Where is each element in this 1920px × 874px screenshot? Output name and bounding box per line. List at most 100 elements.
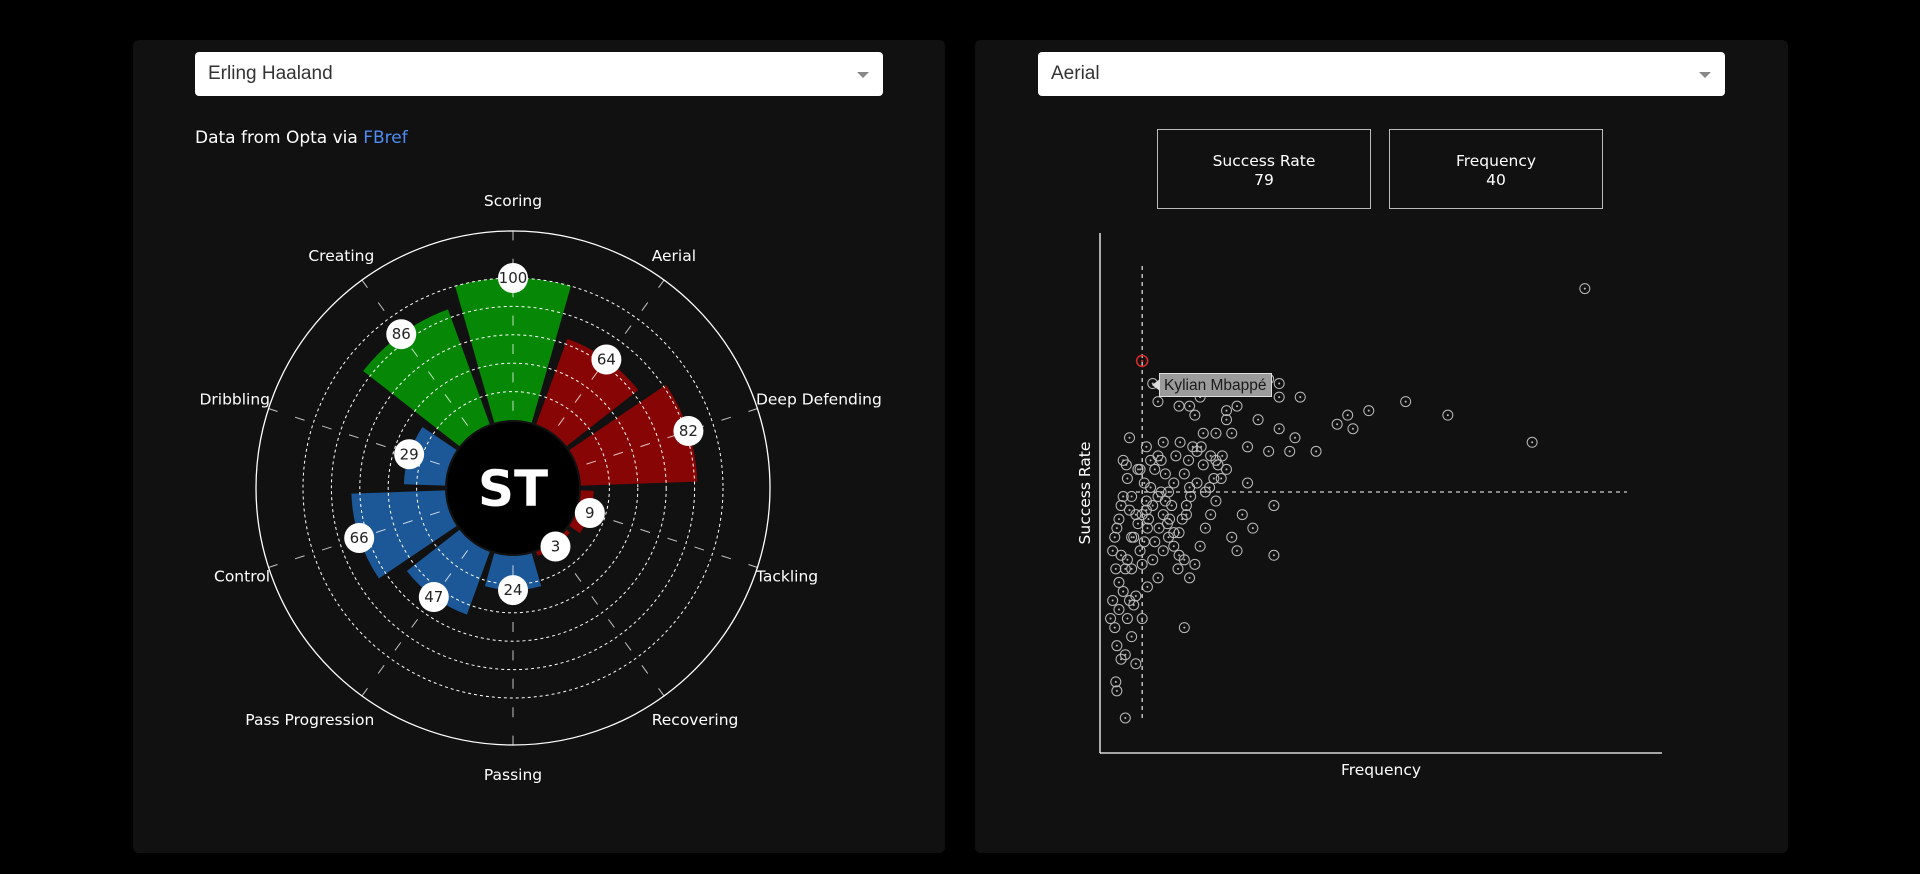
scatter-point xyxy=(1199,522,1211,534)
polar-axis-tick xyxy=(394,642,402,651)
polar-axis-tick xyxy=(721,416,732,421)
scatter-point xyxy=(1136,558,1148,570)
scatter-point-dot xyxy=(1134,662,1137,665)
scatter-point xyxy=(1130,658,1142,670)
scatter-point-dot xyxy=(1153,540,1156,543)
scatter-point xyxy=(1119,563,1131,575)
scatter-point-dot xyxy=(1272,504,1275,507)
scatter-point xyxy=(1273,423,1285,435)
scatter-point xyxy=(1331,418,1343,430)
scatter-point-dot xyxy=(1145,500,1148,503)
scatter-point xyxy=(1442,409,1454,421)
scatter-point xyxy=(1110,676,1122,688)
polar-axis-tick xyxy=(658,279,665,288)
polar-axis-tick xyxy=(294,416,305,421)
scatter-point xyxy=(1289,432,1301,444)
scatter-point-dot xyxy=(1336,423,1339,426)
scatter-point xyxy=(1155,454,1167,466)
polar-grid-ring xyxy=(330,305,696,671)
scatter-point-dot xyxy=(1212,477,1215,480)
scatter-point-dot xyxy=(1160,459,1163,462)
scatter-point xyxy=(1109,531,1121,543)
scatter-point xyxy=(1126,631,1138,643)
scatter-point-dot xyxy=(1113,536,1116,539)
scatter-point-dot xyxy=(1160,491,1163,493)
category-label: Creating xyxy=(308,247,374,265)
scatter-point xyxy=(1268,500,1280,512)
scatter-point xyxy=(1220,405,1232,417)
scatter-point-dot xyxy=(1176,567,1179,570)
scatter-point-dot xyxy=(1236,405,1239,408)
category-label: Tackling xyxy=(755,568,818,586)
scatter-point-dot xyxy=(1115,527,1118,530)
scatter-point xyxy=(1109,622,1121,634)
scatter-point xyxy=(1168,477,1180,489)
scatter-point xyxy=(1263,445,1275,457)
scatter-point xyxy=(1180,509,1192,521)
scatter-point xyxy=(1189,558,1201,570)
polar-axis-tick xyxy=(748,564,759,569)
scatter-point xyxy=(1113,604,1125,616)
scatter-point xyxy=(1342,409,1354,421)
scatter-point-dot xyxy=(1147,518,1150,521)
scatter-point-dot xyxy=(1124,567,1127,570)
category-label: Dribbling xyxy=(199,390,270,408)
scatter-point-dot xyxy=(1128,599,1131,602)
scatter-point xyxy=(1273,391,1285,403)
scatter-point-dot xyxy=(1114,567,1117,570)
hover-tooltip: Kylian Mbappé xyxy=(1152,373,1272,397)
scatter-point-dot xyxy=(1230,536,1233,539)
scatter-point-dot xyxy=(1195,481,1198,484)
category-panel xyxy=(975,40,1788,853)
scatter-point-dot xyxy=(1111,599,1114,602)
scatter-point-dot xyxy=(1117,608,1120,611)
scatter-point-dot xyxy=(1214,432,1217,435)
success-rate-label: Success Rate xyxy=(1212,152,1316,170)
scatter-point xyxy=(1170,450,1182,462)
polar-axis-tick xyxy=(658,688,665,697)
scatter-point xyxy=(1242,477,1254,489)
value-label: 66 xyxy=(350,529,369,547)
value-label: 9 xyxy=(585,504,595,522)
scatter-point xyxy=(1215,472,1227,484)
success-rate-value: 79 xyxy=(1254,171,1274,189)
scatter-point-dot xyxy=(1188,486,1191,489)
polar-axis-tick xyxy=(667,537,678,542)
scatter-point-dot xyxy=(1120,554,1123,557)
scatter-point-dot xyxy=(1124,653,1127,656)
scatter-point-dot xyxy=(1120,504,1123,507)
scatter-point xyxy=(1119,649,1131,661)
scatter-point xyxy=(1252,414,1264,426)
scatter-point xyxy=(1210,495,1222,507)
scatter-point-dot xyxy=(1315,450,1318,453)
scatter-point-dot xyxy=(1188,576,1191,579)
category-dropdown[interactable]: Aerial xyxy=(1038,52,1725,96)
scatter-point xyxy=(1157,436,1169,448)
fbref-link[interactable]: FBref xyxy=(363,128,408,148)
value-badge xyxy=(591,344,622,375)
scatter-point xyxy=(1231,400,1243,412)
scatter-point-dot xyxy=(1267,450,1270,453)
category-label: Pass Progression xyxy=(245,711,374,729)
value-label: 100 xyxy=(499,269,528,287)
scatter-point xyxy=(1126,563,1138,575)
scatter-point xyxy=(1236,509,1248,521)
scatter-point-dot xyxy=(1170,504,1173,507)
polar-grid-ring xyxy=(359,334,667,642)
scatter-point-dot xyxy=(1151,558,1154,561)
polar-axis-tick xyxy=(321,425,332,430)
player-dropdown[interactable]: Erling Haaland xyxy=(195,52,883,96)
scatter-point xyxy=(1178,554,1190,566)
scatter-point-dot xyxy=(1115,644,1118,647)
scatter-point xyxy=(1173,400,1185,412)
scatter-point-dot xyxy=(1153,468,1156,471)
polar-axis-tick xyxy=(591,371,599,380)
polar-axis-tick xyxy=(591,596,599,605)
scatter-point-dot xyxy=(1132,536,1135,539)
polar-axis-tick xyxy=(613,451,624,456)
polar-axis-tick xyxy=(586,460,597,465)
scatter-point xyxy=(1247,522,1259,534)
scatter-point-dot xyxy=(1114,680,1117,683)
scatter-point xyxy=(1153,522,1165,534)
scatter-point xyxy=(1212,459,1224,471)
